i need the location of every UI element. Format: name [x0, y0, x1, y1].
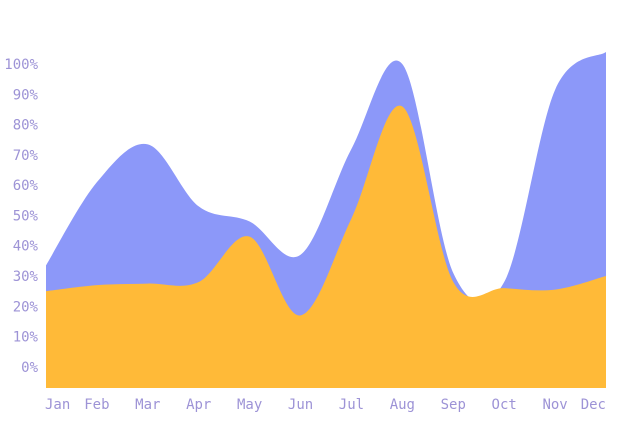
y-tick-label: 20%: [13, 299, 39, 315]
x-tick-label: May: [237, 397, 262, 413]
x-tick-label: Apr: [186, 397, 211, 413]
x-tick-label: Dec: [581, 397, 606, 413]
x-tick-label: Feb: [84, 397, 109, 413]
y-tick-label: 80%: [13, 118, 39, 134]
y-axis: 0% 10% 20% 30% 40% 50% 60% 70% 80% 90% 100%: [4, 57, 38, 376]
y-tick-label: 90%: [13, 87, 39, 103]
y-tick-label: 60%: [13, 178, 39, 194]
areas-layer: [46, 52, 606, 389]
y-tick-label: 0%: [21, 360, 38, 376]
x-tick-label: Oct: [492, 397, 517, 413]
x-tick-label: Nov: [542, 397, 567, 413]
x-axis: Jan Feb Mar Apr May Jun Jul Aug Sep Oct Nov Dec: [45, 397, 606, 413]
y-tick-label: 50%: [13, 208, 39, 224]
x-tick-label: Mar: [135, 397, 160, 413]
x-tick-label: Sep: [441, 397, 466, 413]
x-tick-label: Jun: [288, 397, 313, 413]
x-tick-label: Aug: [390, 397, 415, 413]
y-tick-label: 100%: [4, 57, 38, 73]
area-series-1: [46, 105, 606, 389]
y-tick-label: 70%: [13, 148, 39, 164]
y-tick-label: 10%: [13, 330, 39, 346]
y-tick-label: 40%: [13, 239, 39, 255]
x-tick-label: Jul: [339, 397, 364, 413]
y-tick-label: 30%: [13, 269, 39, 285]
x-tick-label: Jan: [45, 397, 70, 413]
